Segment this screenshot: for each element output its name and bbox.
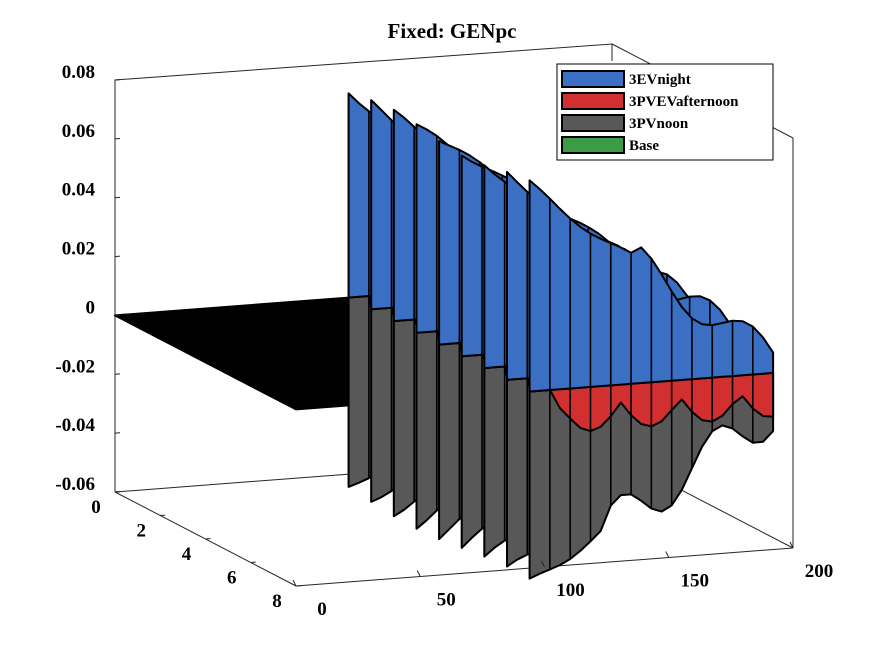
legend-item[interactable]: 3PVnoon: [561, 114, 689, 132]
legend-item[interactable]: 3PVEVafternoon: [561, 92, 739, 110]
legend-swatch: [561, 70, 625, 88]
z-tick-label: -0.02: [55, 356, 95, 377]
legend-item[interactable]: 3EVnight: [561, 70, 691, 88]
legend-label: Base: [629, 138, 659, 154]
z-tick-label: 0: [86, 297, 96, 318]
legend-swatch: [561, 114, 625, 132]
z-tick-label: -0.04: [55, 415, 95, 436]
x-tick-label: 50: [437, 590, 456, 611]
z-tick-label: 0.04: [62, 180, 96, 201]
x-tick-mark: [541, 560, 545, 568]
x-tick-mark: [416, 570, 421, 577]
x-tick-mark: [665, 551, 670, 558]
z-tick-label: 0.06: [62, 121, 95, 142]
z-tick-label: 0.02: [62, 239, 95, 260]
x-axis: 0 50 100 150 200: [292, 541, 834, 620]
legend-swatch: [561, 92, 625, 110]
x-tick-label: 0: [317, 599, 327, 620]
y-tick-label: 4: [182, 544, 192, 565]
x-tick-mark: [292, 579, 297, 587]
legend-label: 3PVnoon: [629, 116, 689, 132]
x-tick-mark: [789, 541, 794, 549]
z-tick-label: -0.06: [55, 474, 95, 495]
surface-group: [114, 92, 775, 580]
z-tick-label: 0.08: [62, 62, 95, 83]
y-tick-label: 0: [91, 497, 101, 518]
axis-back-edge: [114, 43, 613, 492]
y-tick-label: 6: [227, 568, 237, 589]
z-axis: 0.08 0.06 0.04 0.02 0 -0.02 -0.04 -0.06: [55, 62, 121, 495]
legend-label: 3EVnight: [629, 72, 691, 88]
y-tick-label: 2: [137, 521, 147, 542]
legend-label: 3PVEVafternoon: [629, 94, 739, 110]
x-tick-label: 200: [805, 561, 834, 582]
x-tick-label: 150: [681, 571, 710, 592]
legend-swatch: [561, 136, 625, 154]
legend-item[interactable]: Base: [561, 136, 659, 154]
chart-title: Fixed: GENpc: [388, 19, 517, 43]
y-tick-label: 8: [272, 591, 282, 612]
x-tick-label: 100: [556, 580, 585, 601]
y-axis: 0 2 4 6 8: [91, 491, 302, 612]
legend[interactable]: 3EVnight 3PVEVafternoon 3PVnoon Base: [556, 63, 774, 161]
